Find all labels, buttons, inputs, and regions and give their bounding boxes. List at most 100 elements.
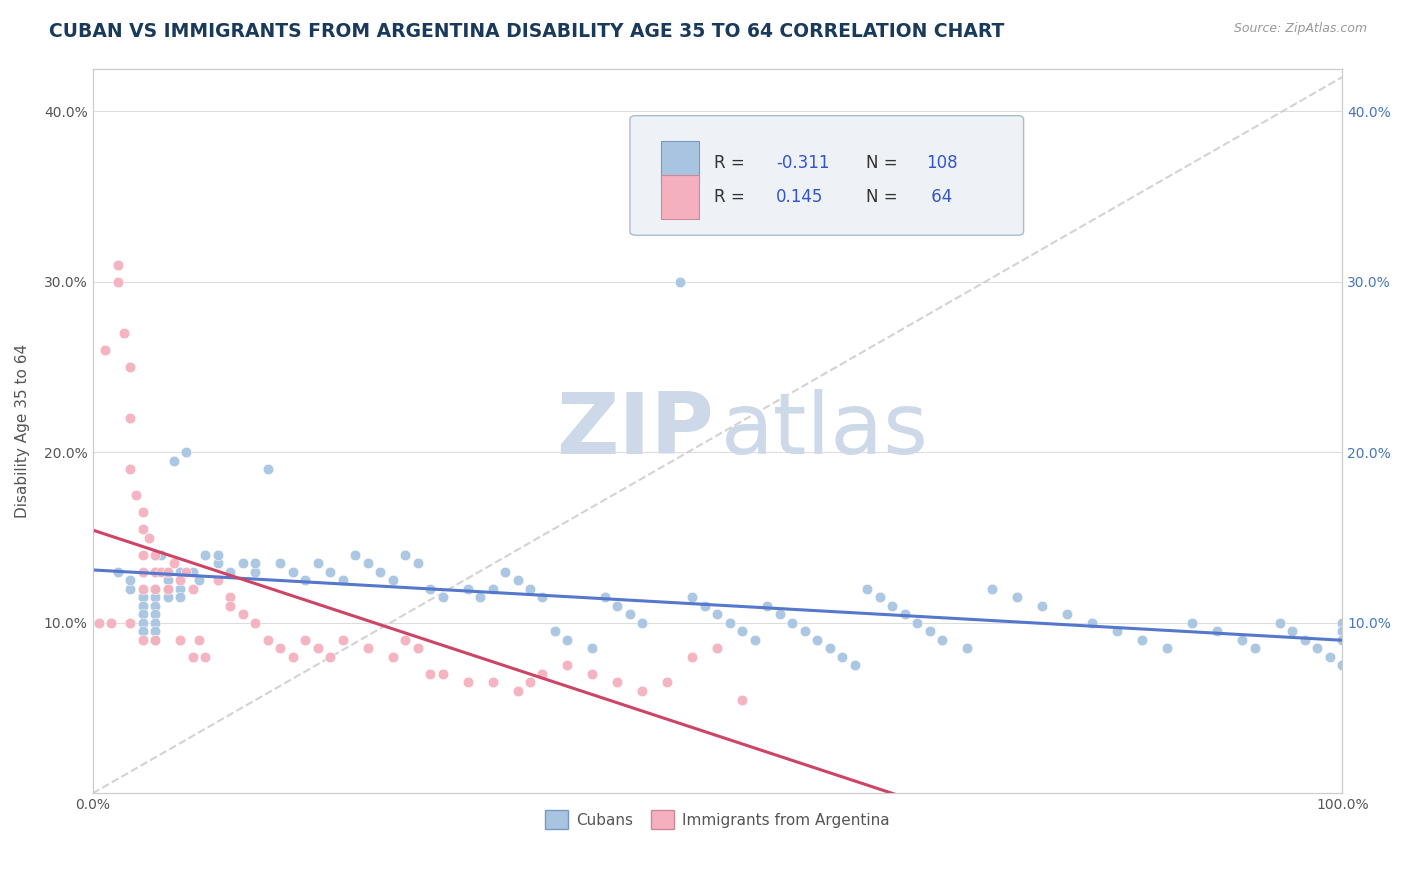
Point [681, 591, 703, 605]
Legend: Cubans, Immigrants from Argentina: Cubans, Immigrants from Argentina [540, 804, 896, 835]
Point [806, 632, 828, 647]
Point [869, 591, 891, 605]
Point [307, 641, 329, 656]
Point [506, 573, 529, 587]
Point [1268, 615, 1291, 630]
Point [120, 411, 142, 425]
Point [181, 565, 204, 579]
Point [356, 556, 378, 570]
Point [681, 649, 703, 664]
Point [207, 556, 229, 570]
Point [406, 556, 429, 570]
Point [319, 565, 342, 579]
Text: 108: 108 [927, 153, 957, 172]
Point [319, 649, 342, 664]
Point [120, 462, 142, 476]
Point [131, 607, 153, 622]
Point [156, 565, 179, 579]
Point [419, 582, 441, 596]
Point [194, 548, 217, 562]
Point [243, 615, 266, 630]
Point [294, 573, 316, 587]
Point [169, 565, 191, 579]
Text: 64: 64 [927, 188, 952, 206]
Point [181, 582, 204, 596]
Text: N =: N = [866, 188, 903, 206]
Point [131, 505, 153, 519]
Point [169, 573, 191, 587]
Point [281, 649, 304, 664]
Point [457, 675, 479, 690]
Point [381, 649, 404, 664]
Point [631, 615, 654, 630]
Point [169, 591, 191, 605]
Point [619, 607, 641, 622]
Point [657, 675, 679, 690]
Text: ZIP: ZIP [555, 390, 714, 473]
FancyBboxPatch shape [661, 141, 699, 185]
Point [207, 573, 229, 587]
Point [94, 343, 117, 357]
Point [176, 445, 198, 459]
Point [344, 548, 367, 562]
Point [1281, 624, 1303, 639]
Point [181, 649, 204, 664]
Point [332, 573, 354, 587]
Point [107, 258, 129, 272]
Point [112, 326, 135, 340]
Point [706, 641, 728, 656]
Point [143, 607, 166, 622]
Point [156, 582, 179, 596]
Point [506, 684, 529, 698]
Point [981, 582, 1004, 596]
Point [120, 615, 142, 630]
Point [882, 599, 904, 613]
Point [494, 565, 516, 579]
Point [457, 582, 479, 596]
Point [956, 641, 979, 656]
Point [156, 591, 179, 605]
Point [125, 488, 148, 502]
Point [150, 548, 173, 562]
Point [131, 591, 153, 605]
Point [381, 573, 404, 587]
Point [156, 582, 179, 596]
Point [1319, 649, 1341, 664]
Point [143, 632, 166, 647]
Point [176, 565, 198, 579]
Point [269, 556, 291, 570]
Point [782, 615, 804, 630]
Point [1232, 632, 1254, 647]
Point [219, 565, 242, 579]
Point [744, 632, 766, 647]
Point [481, 582, 503, 596]
Point [581, 667, 603, 681]
Point [100, 615, 122, 630]
Point [219, 599, 242, 613]
Point [107, 565, 129, 579]
Point [544, 624, 567, 639]
Point [593, 591, 616, 605]
Point [918, 624, 941, 639]
Point [143, 548, 166, 562]
Point [281, 565, 304, 579]
Point [131, 632, 153, 647]
Point [163, 454, 186, 468]
Point [131, 599, 153, 613]
Point [269, 641, 291, 656]
Point [894, 607, 917, 622]
Point [143, 591, 166, 605]
Point [706, 607, 728, 622]
Text: R =: R = [714, 153, 749, 172]
Point [831, 649, 853, 664]
Text: N =: N = [866, 153, 903, 172]
Point [531, 591, 554, 605]
Point [931, 632, 953, 647]
Point [131, 624, 153, 639]
Point [87, 615, 110, 630]
Point [606, 599, 628, 613]
Point [120, 582, 142, 596]
Point [131, 565, 153, 579]
Text: R =: R = [714, 188, 749, 206]
Point [856, 582, 879, 596]
